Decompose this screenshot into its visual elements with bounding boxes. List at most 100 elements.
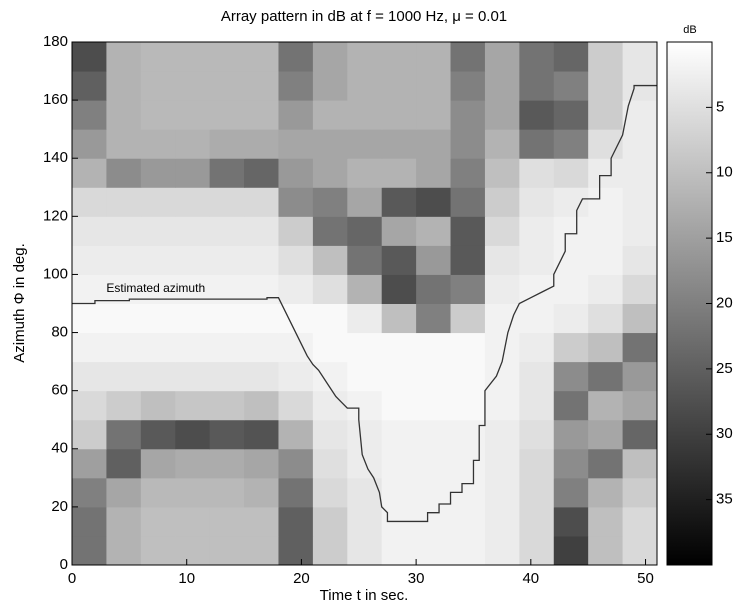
heat-cell xyxy=(622,42,658,72)
heat-cell xyxy=(622,274,658,304)
heat-cell xyxy=(484,187,520,217)
heat-cell xyxy=(588,477,624,508)
y-tick-label: 120 xyxy=(43,207,68,224)
heat-cell xyxy=(209,419,245,450)
heat-cell xyxy=(106,477,142,508)
heat-cell xyxy=(519,506,555,537)
heat-cell xyxy=(72,535,107,566)
plot-frame xyxy=(71,41,658,566)
heat-cell xyxy=(312,216,348,246)
heat-cell xyxy=(175,390,211,421)
heat-cell xyxy=(381,361,417,392)
heat-cell xyxy=(175,158,211,188)
heat-cell xyxy=(622,332,658,363)
y-tick-label: 100 xyxy=(43,265,68,282)
heat-cell xyxy=(175,71,211,101)
heat-cell xyxy=(519,448,555,479)
heat-cell xyxy=(209,187,245,217)
heat-cell xyxy=(140,448,176,479)
heat-cell xyxy=(72,332,107,363)
heat-cell xyxy=(140,100,176,130)
heat-cell xyxy=(140,477,176,508)
heat-cell xyxy=(278,361,314,392)
heat-cell xyxy=(106,332,142,363)
heat-cell xyxy=(175,419,211,450)
azimuth-line xyxy=(72,84,657,523)
heat-cell xyxy=(519,361,555,392)
heat-cell xyxy=(622,448,658,479)
heat-cell xyxy=(347,419,383,450)
heat-cell xyxy=(175,187,211,217)
x-tick-label: 40 xyxy=(522,570,539,587)
heat-cell xyxy=(278,187,314,217)
heat-cell xyxy=(278,477,314,508)
heat-cell xyxy=(244,477,279,508)
heat-cell xyxy=(622,100,658,130)
heat-cell xyxy=(106,390,142,421)
heat-cell xyxy=(553,216,589,246)
heat-cell xyxy=(381,216,417,246)
heat-cell xyxy=(484,245,520,275)
heat-cell xyxy=(175,216,211,246)
heat-cell xyxy=(72,71,107,101)
heat-cell xyxy=(72,477,107,508)
colorbar-tick-label: 15 xyxy=(716,229,733,246)
y-tick-label: 160 xyxy=(43,91,68,108)
heat-cell xyxy=(209,129,245,159)
heat-cell xyxy=(347,506,383,537)
y-tick-label: 60 xyxy=(51,382,68,399)
heat-cell xyxy=(553,361,589,392)
heat-cell xyxy=(484,303,520,334)
heat-cell xyxy=(450,71,486,101)
heat-cell xyxy=(312,361,348,392)
heat-cell xyxy=(622,245,658,275)
heat-cell xyxy=(450,187,486,217)
y-tick-label: 180 xyxy=(43,33,68,50)
heat-cell xyxy=(416,419,452,450)
heat-cell xyxy=(553,129,589,159)
heat-cell xyxy=(588,506,624,537)
heat-cell xyxy=(140,158,176,188)
heat-cell xyxy=(72,506,107,537)
heat-cell xyxy=(106,419,142,450)
heat-cell xyxy=(519,303,555,334)
heat-cell xyxy=(312,506,348,537)
heat-cell xyxy=(347,245,383,275)
heat-cell xyxy=(209,216,245,246)
heat-cell xyxy=(244,71,279,101)
heat-cell xyxy=(588,216,624,246)
heat-cell xyxy=(622,477,658,508)
heat-cell xyxy=(553,274,589,304)
heat-cell xyxy=(416,535,452,566)
heat-cell xyxy=(72,100,107,130)
heat-cell xyxy=(622,216,658,246)
annotation: Estimated azimuth xyxy=(106,281,205,295)
heat-cell xyxy=(347,158,383,188)
heat-cell xyxy=(553,303,589,334)
heat-cell xyxy=(72,158,107,188)
heat-cell xyxy=(312,274,348,304)
heat-cell xyxy=(347,390,383,421)
heat-cell xyxy=(484,274,520,304)
heat-cell xyxy=(381,419,417,450)
heat-cell xyxy=(347,361,383,392)
heat-cell xyxy=(312,71,348,101)
heat-cell xyxy=(278,506,314,537)
heat-cell xyxy=(347,448,383,479)
heat-cell xyxy=(450,245,486,275)
heat-cell xyxy=(244,216,279,246)
heat-cell xyxy=(381,274,417,304)
heat-cell xyxy=(381,477,417,508)
heat-cell xyxy=(622,187,658,217)
heat-cell xyxy=(553,448,589,479)
heat-cell xyxy=(175,245,211,275)
colorbar-tick-label: 10 xyxy=(716,164,733,181)
heat-cell xyxy=(278,419,314,450)
heat-cell xyxy=(175,303,211,334)
heat-cell xyxy=(588,245,624,275)
heat-cell xyxy=(140,187,176,217)
heat-cell xyxy=(347,71,383,101)
heat-cell xyxy=(450,303,486,334)
heat-cell xyxy=(622,129,658,159)
heat-cell xyxy=(588,100,624,130)
